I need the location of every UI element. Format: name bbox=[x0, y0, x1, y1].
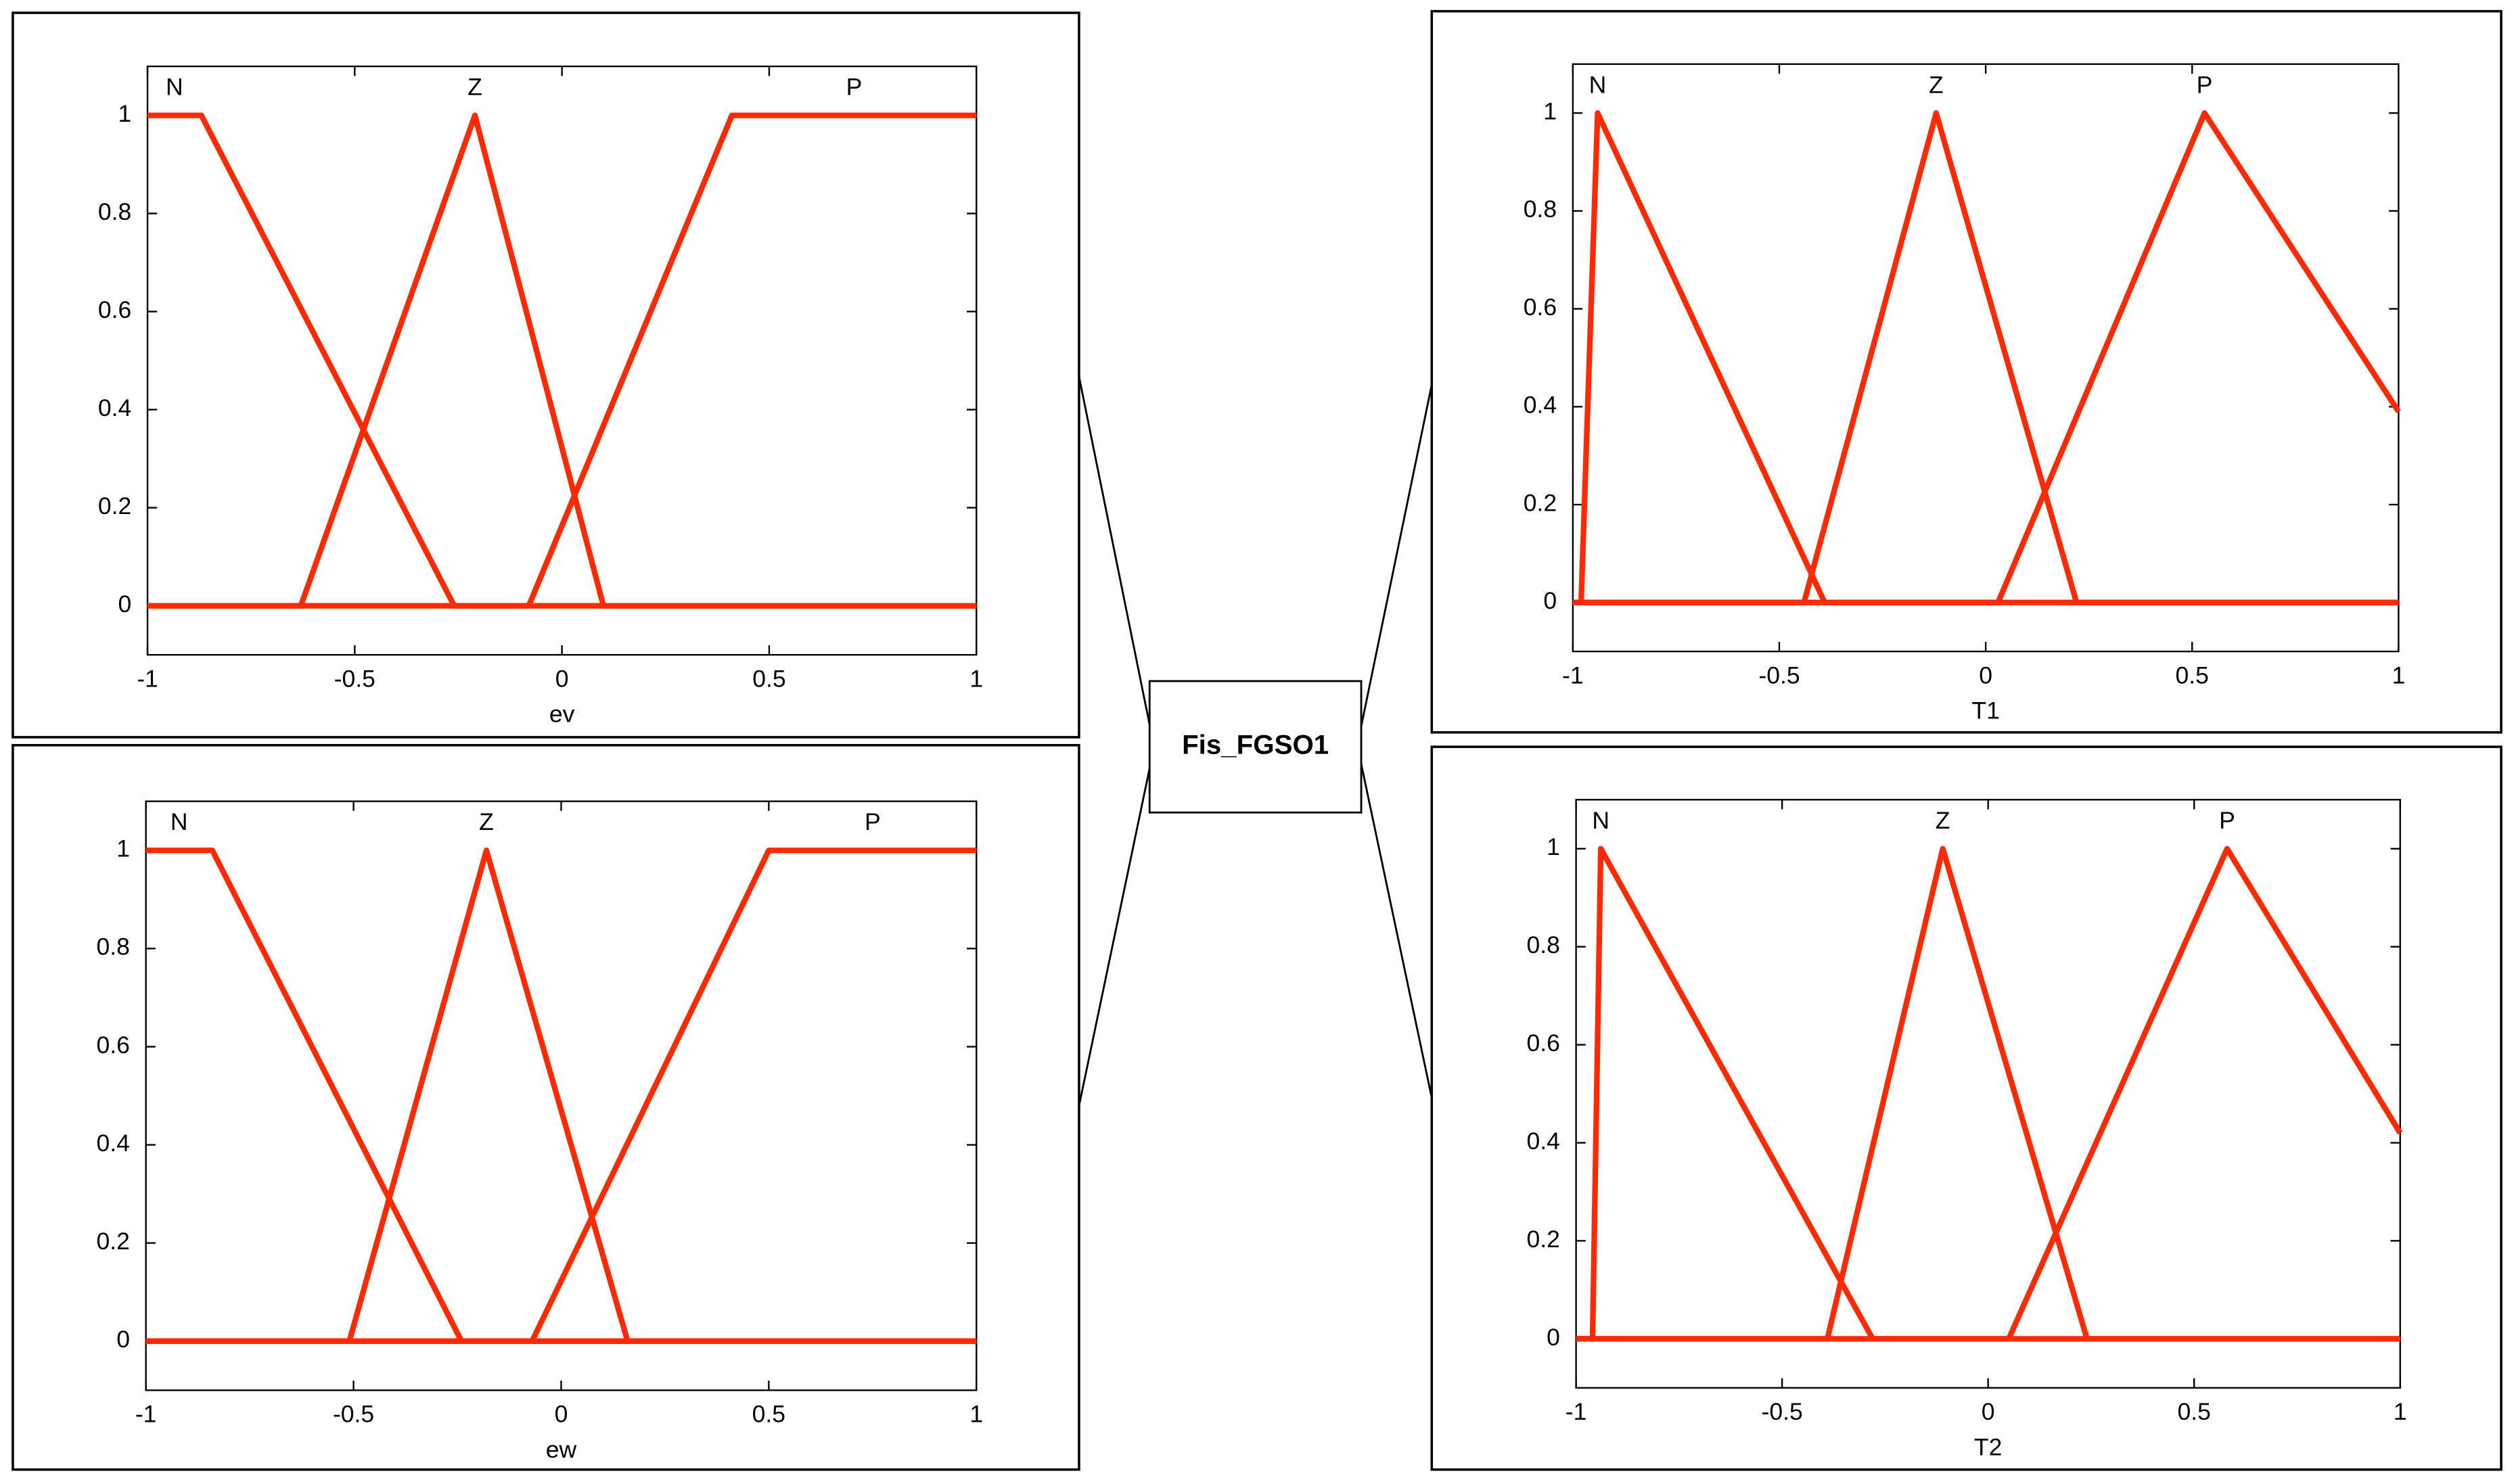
series-label: N bbox=[170, 808, 188, 835]
x-axis-label: ew bbox=[546, 1436, 577, 1463]
panel-frame bbox=[1430, 745, 2502, 1471]
x-tick-label: 1 bbox=[2394, 1398, 2407, 1425]
series-label: P bbox=[846, 74, 863, 101]
y-tick-label: 0.2 bbox=[1526, 1226, 1559, 1253]
y-tick-label: 0 bbox=[1547, 1324, 1560, 1351]
plot-area bbox=[146, 65, 978, 656]
series-label: P bbox=[2197, 71, 2213, 98]
membership-line bbox=[1576, 845, 2403, 1342]
y-tick-label: 1 bbox=[1543, 98, 1557, 125]
series-label: Z bbox=[479, 808, 494, 835]
series-label: N bbox=[166, 74, 183, 101]
x-tick-label: -0.5 bbox=[1762, 1398, 1803, 1425]
y-tick-label: 0.4 bbox=[1526, 1128, 1559, 1155]
series-label: P bbox=[865, 808, 881, 835]
x-axis-label: T2 bbox=[1974, 1433, 2002, 1460]
y-tick-label: 0.6 bbox=[1526, 1029, 1559, 1057]
y-tick-label: 0.6 bbox=[1524, 294, 1557, 321]
panel-frame bbox=[12, 11, 1080, 739]
series-label: N bbox=[1592, 807, 1609, 834]
x-tick-label: 1 bbox=[969, 665, 983, 692]
y-tick-label: 1 bbox=[1547, 833, 1560, 860]
series-label: Z bbox=[1929, 71, 1944, 98]
y-tick-label: 0.8 bbox=[1524, 195, 1557, 223]
center-box bbox=[1148, 680, 1363, 814]
x-axis-label: ev bbox=[549, 701, 575, 728]
x-tick-label: 0 bbox=[1979, 662, 1992, 689]
connector bbox=[1078, 753, 1154, 1107]
x-tick-label: -0.5 bbox=[333, 1401, 374, 1428]
y-tick-label: 1 bbox=[116, 835, 130, 862]
y-tick-label: 0.8 bbox=[98, 198, 131, 225]
x-tick-label: -0.5 bbox=[334, 665, 375, 692]
x-tick-label: 1 bbox=[2392, 662, 2405, 689]
y-tick-label: 0.6 bbox=[97, 1031, 130, 1059]
x-tick-label: 0 bbox=[555, 665, 569, 692]
y-tick-label: 0.4 bbox=[98, 394, 131, 421]
y-tick-label: 0.2 bbox=[98, 492, 131, 519]
y-tick-label: 0.2 bbox=[1524, 489, 1557, 516]
membership-line bbox=[1572, 110, 2401, 605]
connector bbox=[1358, 384, 1433, 735]
x-tick-label: 0 bbox=[555, 1401, 568, 1428]
x-axis-label: T1 bbox=[1971, 697, 1999, 724]
x-tick-label: 1 bbox=[969, 1401, 983, 1428]
center-label: Fis_FGSO1 bbox=[1182, 730, 1329, 760]
plot-area bbox=[145, 800, 978, 1391]
series-label: P bbox=[2219, 807, 2235, 834]
membership-line bbox=[145, 848, 977, 1344]
x-tick-label: 0 bbox=[1982, 1398, 1995, 1425]
y-tick-label: 0.6 bbox=[98, 296, 131, 323]
membership-line bbox=[147, 112, 977, 609]
panel-frame bbox=[12, 743, 1080, 1471]
y-tick-label: 1 bbox=[118, 100, 132, 127]
x-tick-label: 0.5 bbox=[2176, 662, 2209, 689]
x-tick-label: -0.5 bbox=[1758, 662, 1800, 689]
series-label: Z bbox=[467, 74, 482, 101]
x-tick-label: 0.5 bbox=[752, 665, 785, 692]
series-label: Z bbox=[1936, 807, 1950, 834]
connector bbox=[1358, 756, 1433, 1098]
x-tick-label: -1 bbox=[137, 665, 158, 692]
y-tick-label: 0 bbox=[116, 1326, 130, 1353]
y-tick-label: 0.4 bbox=[1524, 392, 1557, 419]
y-tick-label: 0.8 bbox=[97, 933, 130, 960]
series-label: N bbox=[1589, 71, 1607, 98]
panel-frame bbox=[1430, 9, 2502, 734]
y-tick-label: 0.8 bbox=[1526, 931, 1559, 958]
y-tick-label: 0.2 bbox=[97, 1228, 130, 1255]
y-tick-label: 0.4 bbox=[97, 1130, 130, 1157]
plot-area bbox=[1575, 799, 2401, 1389]
y-tick-label: 0 bbox=[118, 590, 132, 618]
plot-area bbox=[1572, 63, 2400, 653]
x-tick-label: 0.5 bbox=[752, 1401, 785, 1428]
connector bbox=[1078, 376, 1154, 741]
x-tick-label: 0.5 bbox=[2177, 1398, 2210, 1425]
x-tick-label: -1 bbox=[135, 1401, 157, 1428]
x-tick-label: -1 bbox=[1562, 662, 1584, 689]
y-tick-label: 0 bbox=[1543, 587, 1557, 614]
x-tick-label: -1 bbox=[1565, 1398, 1587, 1425]
